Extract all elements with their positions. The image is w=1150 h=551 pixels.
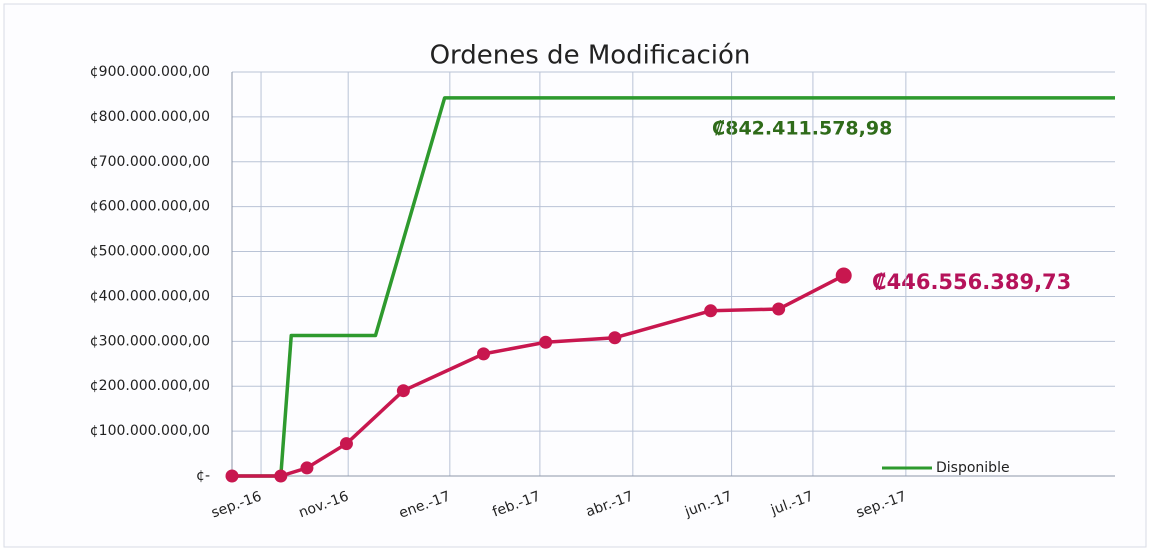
y-tick-label: ¢800.000.000,00	[90, 109, 210, 125]
y-tick-label: ¢600.000.000,00	[90, 199, 210, 215]
y-tick-label: ¢300.000.000,00	[90, 333, 210, 349]
point	[274, 469, 288, 483]
y-tick-label: ¢-	[196, 468, 210, 484]
chart-title: Ordenes de Modificación	[430, 41, 751, 71]
point	[225, 469, 239, 483]
point	[477, 347, 491, 361]
y-tick-label: ¢500.000.000,00	[90, 244, 210, 260]
y-tick-label: ¢400.000.000,00	[90, 288, 210, 304]
chart-background	[3, 3, 1147, 548]
annotation: ₡446.556.389,73	[872, 270, 1071, 294]
point	[772, 302, 786, 316]
y-tick-label: ¢200.000.000,00	[90, 378, 210, 394]
point	[704, 304, 718, 318]
point	[835, 267, 852, 284]
point	[608, 331, 622, 345]
y-tick-label: ¢900.000.000,00	[90, 64, 210, 80]
y-tick-label: ¢100.000.000,00	[90, 423, 210, 439]
y-tick-label: ¢700.000.000,00	[90, 154, 210, 170]
point	[300, 461, 314, 475]
point	[539, 335, 553, 349]
point	[339, 437, 353, 451]
annotation: ₡842.411.578,98	[712, 118, 892, 140]
point	[396, 384, 410, 398]
legend-label: Disponible	[936, 460, 1010, 476]
